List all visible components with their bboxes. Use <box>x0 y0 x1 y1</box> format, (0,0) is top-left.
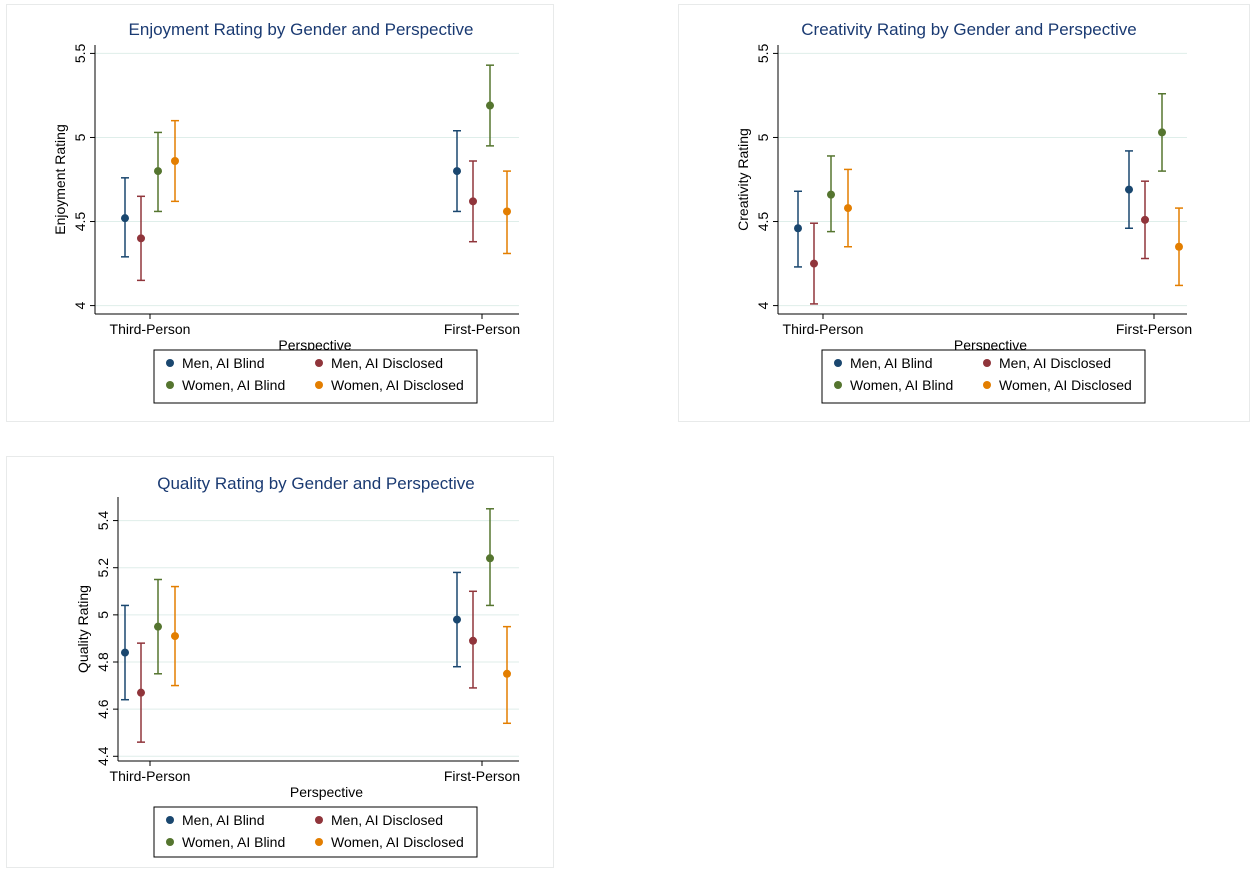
data-point <box>171 632 179 641</box>
x-tick-label: First-Person <box>1116 321 1192 337</box>
data-point <box>486 101 494 110</box>
y-axis-label: Quality Rating <box>75 585 91 673</box>
legend-marker <box>166 359 174 367</box>
y-tick-label: 5 <box>755 133 771 141</box>
data-point <box>154 167 162 176</box>
quality-chart: Quality Rating by Gender and Perspective… <box>75 474 520 858</box>
data-point <box>121 214 129 223</box>
data-point <box>137 688 145 697</box>
y-axis-label: Enjoyment Rating <box>52 124 68 235</box>
legend-marker <box>166 838 174 846</box>
legend-label: Women, AI Disclosed <box>999 377 1132 393</box>
x-tick-label: First-Person <box>444 321 520 337</box>
y-tick-label: 5 <box>72 133 88 141</box>
y-tick-label: 4 <box>72 301 88 309</box>
legend-label: Men, AI Blind <box>850 355 933 371</box>
data-point <box>453 167 461 176</box>
y-tick-label: 4.6 <box>95 699 111 719</box>
y-tick-label: 4.5 <box>755 212 771 232</box>
data-point <box>503 669 511 678</box>
legend-marker <box>983 381 991 389</box>
data-point <box>469 197 477 206</box>
x-axis-label: Perspective <box>278 337 351 353</box>
legend-label: Women, AI Disclosed <box>331 377 464 393</box>
legend-marker <box>834 359 842 367</box>
x-tick-label: Third-Person <box>783 321 864 337</box>
legend-label: Women, AI Blind <box>182 834 285 850</box>
data-point <box>1158 128 1166 137</box>
data-point <box>503 207 511 216</box>
chart-title: Quality Rating by Gender and Perspective <box>157 474 475 493</box>
chart-panel-enjoyment: Enjoyment Rating by Gender and Perspecti… <box>6 4 554 422</box>
creativity-chart: Creativity Rating by Gender and Perspect… <box>735 20 1192 404</box>
legend-marker <box>166 381 174 389</box>
y-tick-label: 4.8 <box>95 652 111 672</box>
data-point <box>469 636 477 645</box>
legend-box <box>821 349 1146 404</box>
data-point <box>810 259 818 268</box>
data-point <box>154 622 162 631</box>
x-tick-label: Third-Person <box>110 768 191 784</box>
legend-label: Men, AI Disclosed <box>331 812 443 828</box>
enjoyment-chart: Enjoyment Rating by Gender and Perspecti… <box>52 20 520 404</box>
y-tick-label: 4.4 <box>95 746 111 766</box>
data-point <box>121 648 129 657</box>
x-tick-label: Third-Person <box>110 321 191 337</box>
legend-marker <box>834 381 842 389</box>
y-tick-label: 5 <box>95 611 111 619</box>
legend-label: Women, AI Disclosed <box>331 834 464 850</box>
x-axis-label: Perspective <box>290 784 363 800</box>
legend-marker <box>315 838 323 846</box>
legend-marker <box>315 816 323 824</box>
chart-title: Creativity Rating by Gender and Perspect… <box>801 20 1136 39</box>
data-point <box>1175 242 1183 251</box>
legend-label: Women, AI Blind <box>850 377 953 393</box>
y-tick-label: 5.4 <box>95 511 111 531</box>
legend-label: Men, AI Disclosed <box>331 355 443 371</box>
data-point <box>486 554 494 563</box>
data-point <box>794 224 802 233</box>
legend-box <box>153 349 478 404</box>
y-tick-label: 5.5 <box>72 43 88 63</box>
data-point <box>1125 185 1133 194</box>
legend-marker <box>166 816 174 824</box>
legend-marker <box>315 381 323 389</box>
chart-title: Enjoyment Rating by Gender and Perspecti… <box>129 20 474 39</box>
x-tick-label: First-Person <box>444 768 520 784</box>
data-point <box>453 615 461 624</box>
legend-label: Men, AI Disclosed <box>999 355 1111 371</box>
data-point <box>844 204 852 213</box>
x-axis-label: Perspective <box>954 337 1027 353</box>
chart-panel-quality: Quality Rating by Gender and Perspective… <box>6 456 554 868</box>
legend-label: Men, AI Blind <box>182 355 265 371</box>
legend-label: Women, AI Blind <box>182 377 285 393</box>
y-axis-label: Creativity Rating <box>735 128 751 231</box>
legend-label: Men, AI Blind <box>182 812 265 828</box>
y-tick-label: 4.5 <box>72 212 88 232</box>
legend-marker <box>983 359 991 367</box>
chart-panel-creativity: Creativity Rating by Gender and Perspect… <box>678 4 1250 422</box>
data-point <box>1141 215 1149 224</box>
legend-marker <box>315 359 323 367</box>
data-point <box>827 190 835 199</box>
y-tick-label: 5.2 <box>95 558 111 578</box>
data-point <box>171 157 179 166</box>
data-point <box>137 234 145 243</box>
y-tick-label: 5.5 <box>755 43 771 63</box>
legend-box <box>153 806 478 858</box>
y-tick-label: 4 <box>755 301 771 309</box>
